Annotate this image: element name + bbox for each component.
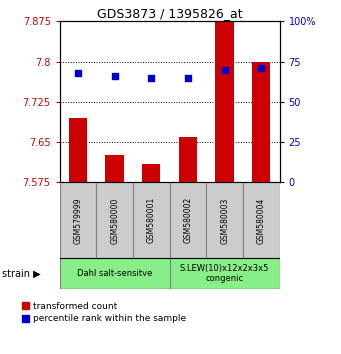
Point — [149, 75, 154, 80]
Point — [75, 70, 81, 76]
Text: GSM580001: GSM580001 — [147, 197, 156, 244]
Bar — [60, 182, 96, 258]
Legend: transformed count, percentile rank within the sample: transformed count, percentile rank withi… — [21, 302, 187, 324]
Bar — [169, 182, 206, 258]
Title: GDS3873 / 1395826_at: GDS3873 / 1395826_at — [97, 7, 242, 20]
Text: S.LEW(10)x12x2x3x5
congenic: S.LEW(10)x12x2x3x5 congenic — [180, 264, 269, 283]
Point — [185, 75, 191, 80]
Bar — [216, 21, 234, 182]
Text: strain ▶: strain ▶ — [2, 268, 40, 279]
Bar — [169, 258, 280, 289]
Text: GSM580000: GSM580000 — [110, 197, 119, 244]
Bar — [69, 118, 87, 182]
Bar — [206, 182, 243, 258]
Bar — [243, 182, 280, 258]
Bar — [142, 164, 161, 182]
Point — [222, 67, 227, 72]
Bar — [179, 137, 197, 182]
Bar — [60, 258, 169, 289]
Text: GSM580004: GSM580004 — [257, 197, 266, 244]
Bar — [133, 182, 170, 258]
Bar — [252, 62, 270, 182]
Bar — [96, 182, 133, 258]
Point — [112, 73, 117, 79]
Point — [258, 65, 264, 71]
Text: GSM579999: GSM579999 — [74, 197, 83, 244]
Text: GSM580002: GSM580002 — [183, 197, 192, 244]
Text: Dahl salt-sensitve: Dahl salt-sensitve — [77, 269, 152, 278]
Bar — [105, 155, 124, 182]
Text: GSM580003: GSM580003 — [220, 197, 229, 244]
